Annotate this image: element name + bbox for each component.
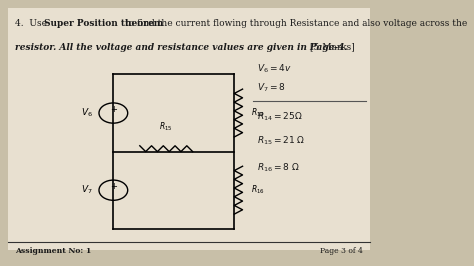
Text: [5 Marks]: [5 Marks] xyxy=(310,43,355,52)
Text: $R_{15}$: $R_{15}$ xyxy=(159,120,173,133)
Text: $R_{15} = 21\ \Omega$: $R_{15} = 21\ \Omega$ xyxy=(257,135,305,147)
Text: Super Position theorem: Super Position theorem xyxy=(44,19,163,28)
Text: resistor. All the voltage and resistance values are given in Page-4.: resistor. All the voltage and resistance… xyxy=(15,43,347,52)
Text: $V_6$: $V_6$ xyxy=(81,107,93,119)
Text: $R_{16} = 8\ \Omega$: $R_{16} = 8\ \Omega$ xyxy=(257,161,300,174)
Text: to find the current flowing through Resistance and also voltage across the: to find the current flowing through Resi… xyxy=(122,19,467,28)
FancyBboxPatch shape xyxy=(8,8,370,250)
Text: Page 3 of 4: Page 3 of 4 xyxy=(320,247,363,255)
Text: $V_7$: $V_7$ xyxy=(81,184,93,196)
Text: $R_{14} = 25\Omega$: $R_{14} = 25\Omega$ xyxy=(257,111,302,123)
Text: +: + xyxy=(110,105,117,114)
Text: $R_{14}$: $R_{14}$ xyxy=(251,107,265,119)
Text: $V_7 = 8$: $V_7 = 8$ xyxy=(257,82,285,94)
Text: +: + xyxy=(110,182,117,192)
Text: Assignment No: 1: Assignment No: 1 xyxy=(15,247,91,255)
Text: $V_6 = 4v$: $V_6 = 4v$ xyxy=(257,63,292,75)
Text: 4.  Use: 4. Use xyxy=(15,19,50,28)
Text: $R_{16}$: $R_{16}$ xyxy=(251,184,265,196)
